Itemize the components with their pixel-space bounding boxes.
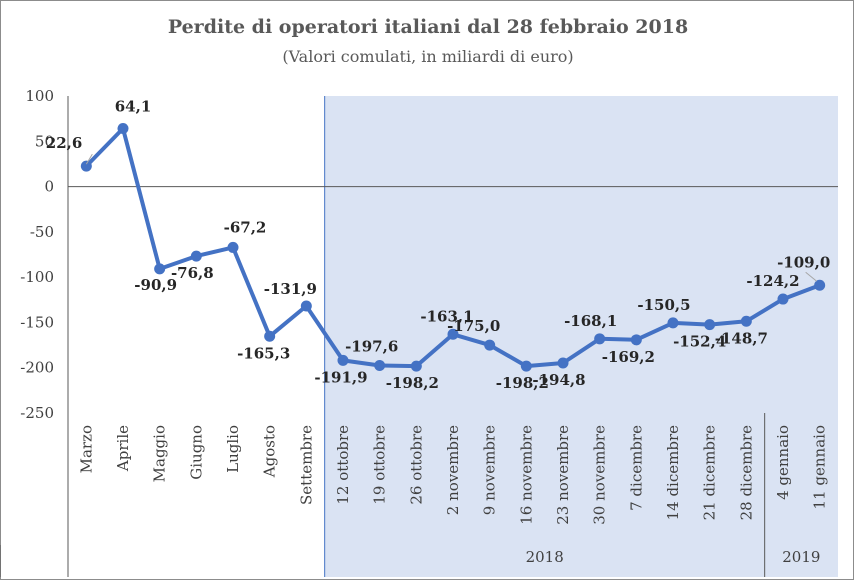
data-point xyxy=(264,330,276,342)
x-tick-label: 12 ottobre xyxy=(334,425,352,505)
data-label: -194,8 xyxy=(532,371,585,389)
y-tick-label: -150 xyxy=(20,313,54,331)
chart-title: Perdite di operatori italiani dal 28 feb… xyxy=(167,16,689,38)
x-tick-label: 9 novembre xyxy=(481,425,499,515)
x-tick-label: 19 ottobre xyxy=(371,425,389,505)
group-label-2018: 2018 xyxy=(526,548,564,566)
data-point xyxy=(630,334,642,346)
data-point xyxy=(410,360,422,372)
data-point xyxy=(447,328,459,340)
highlight-region xyxy=(324,96,839,577)
x-tick-label: 4 gennaio xyxy=(774,425,792,500)
x-tick-label: Aprile xyxy=(114,425,132,472)
x-tick-label: 28 dicembre xyxy=(737,425,755,521)
data-label: -191,9 xyxy=(314,368,367,386)
data-label: 22,6 xyxy=(46,134,83,152)
data-point xyxy=(337,354,349,366)
data-label: -197,6 xyxy=(345,338,398,356)
x-tick-label: 23 novembre xyxy=(554,425,572,525)
y-tick-label: -200 xyxy=(20,359,54,377)
x-tick-label: 2 novembre xyxy=(444,425,462,515)
y-tick-label: 100 xyxy=(25,87,54,105)
label-leader xyxy=(805,271,817,282)
data-label: -150,5 xyxy=(637,296,690,314)
data-label: -175,0 xyxy=(447,317,500,335)
x-tick-label: Agosto xyxy=(261,425,279,478)
data-point xyxy=(227,241,239,253)
x-tick-label: 21 dicembre xyxy=(701,425,719,521)
data-point xyxy=(520,360,532,372)
y-tick-label: 0 xyxy=(44,178,54,196)
data-label: -148,7 xyxy=(715,329,768,347)
x-tick-label: 7 dicembre xyxy=(627,425,645,511)
data-label: 64,1 xyxy=(115,98,152,116)
data-label: -198,2 xyxy=(496,374,549,392)
data-point xyxy=(740,315,752,327)
x-tick-label: 30 novembre xyxy=(591,425,609,525)
data-label: -163,1 xyxy=(420,307,473,325)
data-label: -124,2 xyxy=(746,272,799,290)
data-label: -152,4 xyxy=(673,333,726,351)
data-point xyxy=(117,123,129,135)
data-point xyxy=(300,300,312,312)
data-label: -168,1 xyxy=(564,312,617,330)
x-tick-label: Marzo xyxy=(77,425,95,473)
x-tick-label: Giugno xyxy=(187,425,205,480)
data-point xyxy=(374,360,386,372)
x-tick-label: Maggio xyxy=(151,425,169,482)
data-label: -165,3 xyxy=(237,344,290,362)
label-leader xyxy=(85,153,93,165)
data-point xyxy=(484,339,496,351)
y-tick-label: -100 xyxy=(20,268,54,286)
data-label: -90,9 xyxy=(134,276,177,294)
data-point xyxy=(704,319,716,331)
y-tick-label: -50 xyxy=(30,223,54,241)
chart-subtitle: (Valori comulati, in miliardi di euro) xyxy=(282,47,574,66)
data-point xyxy=(594,333,606,345)
x-tick-label: Settembre xyxy=(297,425,315,505)
data-label: -169,2 xyxy=(602,348,655,366)
data-point xyxy=(777,293,789,305)
x-tick-label: Luglio xyxy=(224,425,242,473)
x-tick-label: 14 dicembre xyxy=(664,425,682,521)
data-label: -76,8 xyxy=(171,264,214,282)
data-point xyxy=(814,279,826,291)
data-label: -198,2 xyxy=(386,374,439,392)
data-label: -109,0 xyxy=(777,253,830,271)
y-tick-label: -250 xyxy=(20,404,54,422)
x-tick-label: 26 ottobre xyxy=(407,425,425,505)
data-point xyxy=(190,250,202,262)
group-label-2019: 2019 xyxy=(782,548,820,566)
x-tick-label: 11 gennaio xyxy=(811,425,829,509)
data-point xyxy=(154,263,166,275)
data-label: -67,2 xyxy=(224,218,267,236)
data-point xyxy=(667,317,679,329)
x-tick-label: 16 novembre xyxy=(517,425,535,525)
data-point xyxy=(80,160,92,172)
data-point xyxy=(557,357,569,369)
data-label: -131,9 xyxy=(264,280,317,298)
y-tick-label: 50 xyxy=(35,132,54,150)
